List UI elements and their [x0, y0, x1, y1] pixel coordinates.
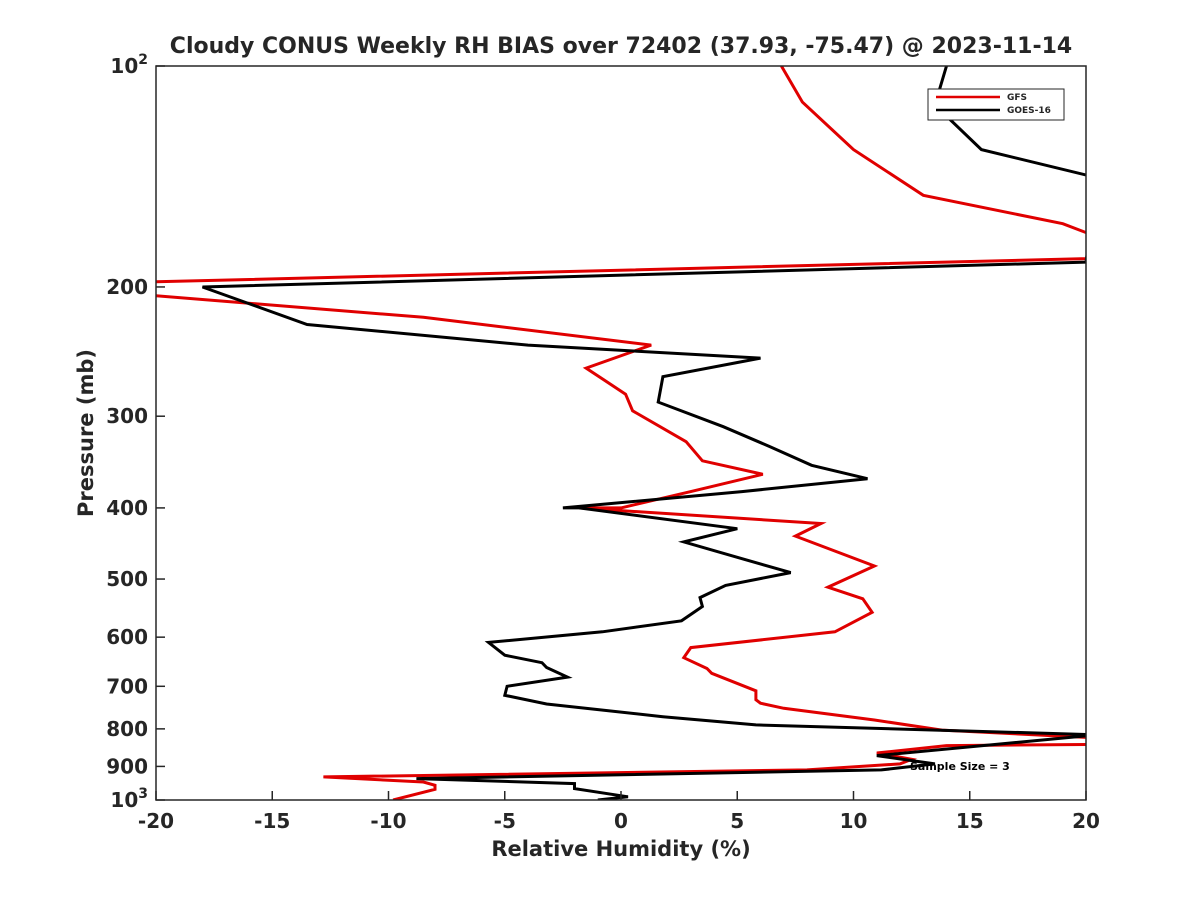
x-tick-label: 10	[840, 809, 868, 833]
y-tick-label: 300	[106, 404, 148, 428]
x-axis: -20 -15 -10 -5 0 5 10 15 20	[138, 791, 1100, 833]
x-tick-label: -15	[254, 809, 290, 833]
y-tick-label: 200	[106, 275, 148, 299]
x-tick-label: -5	[494, 809, 516, 833]
sample-size-annotation: Sample Size = 3	[910, 760, 1010, 773]
y-tick-label: 900	[106, 754, 148, 778]
y-tick-label: 800	[106, 717, 148, 741]
x-tick-label: 15	[956, 809, 984, 833]
x-tick-label: 20	[1072, 809, 1100, 833]
series-line-goes16	[201, 66, 1086, 800]
y-tick-label: 500	[106, 567, 148, 591]
y-tick-label: 400	[106, 496, 148, 520]
plot-frame	[155, 65, 1087, 801]
chart-title: Cloudy CONUS Weekly RH BIAS over 72402 (…	[170, 34, 1072, 59]
x-tick-label: 0	[614, 809, 628, 833]
y-tick-label: 102	[110, 52, 148, 78]
x-axis-label: Relative Humidity (%)	[491, 837, 750, 861]
legend: GFS GOES-16	[927, 88, 1065, 121]
legend-label-goes16: GOES-16	[1007, 106, 1051, 116]
x-tick-label: -10	[370, 809, 406, 833]
y-tick-label: 600	[106, 625, 148, 649]
series-line-gfs	[156, 66, 1086, 800]
series-layer	[156, 66, 1086, 800]
legend-box	[927, 88, 1065, 121]
y-tick-label: 700	[106, 674, 148, 698]
y-tick-label: 103	[110, 786, 148, 812]
y-axis-label: Pressure (mb)	[74, 349, 98, 517]
y-axis: 102 200 300 400 500 600 700 800 900 103	[106, 52, 165, 812]
x-tick-label: -20	[138, 809, 174, 833]
x-tick-label: 5	[730, 809, 744, 833]
legend-label-gfs: GFS	[1007, 93, 1027, 103]
